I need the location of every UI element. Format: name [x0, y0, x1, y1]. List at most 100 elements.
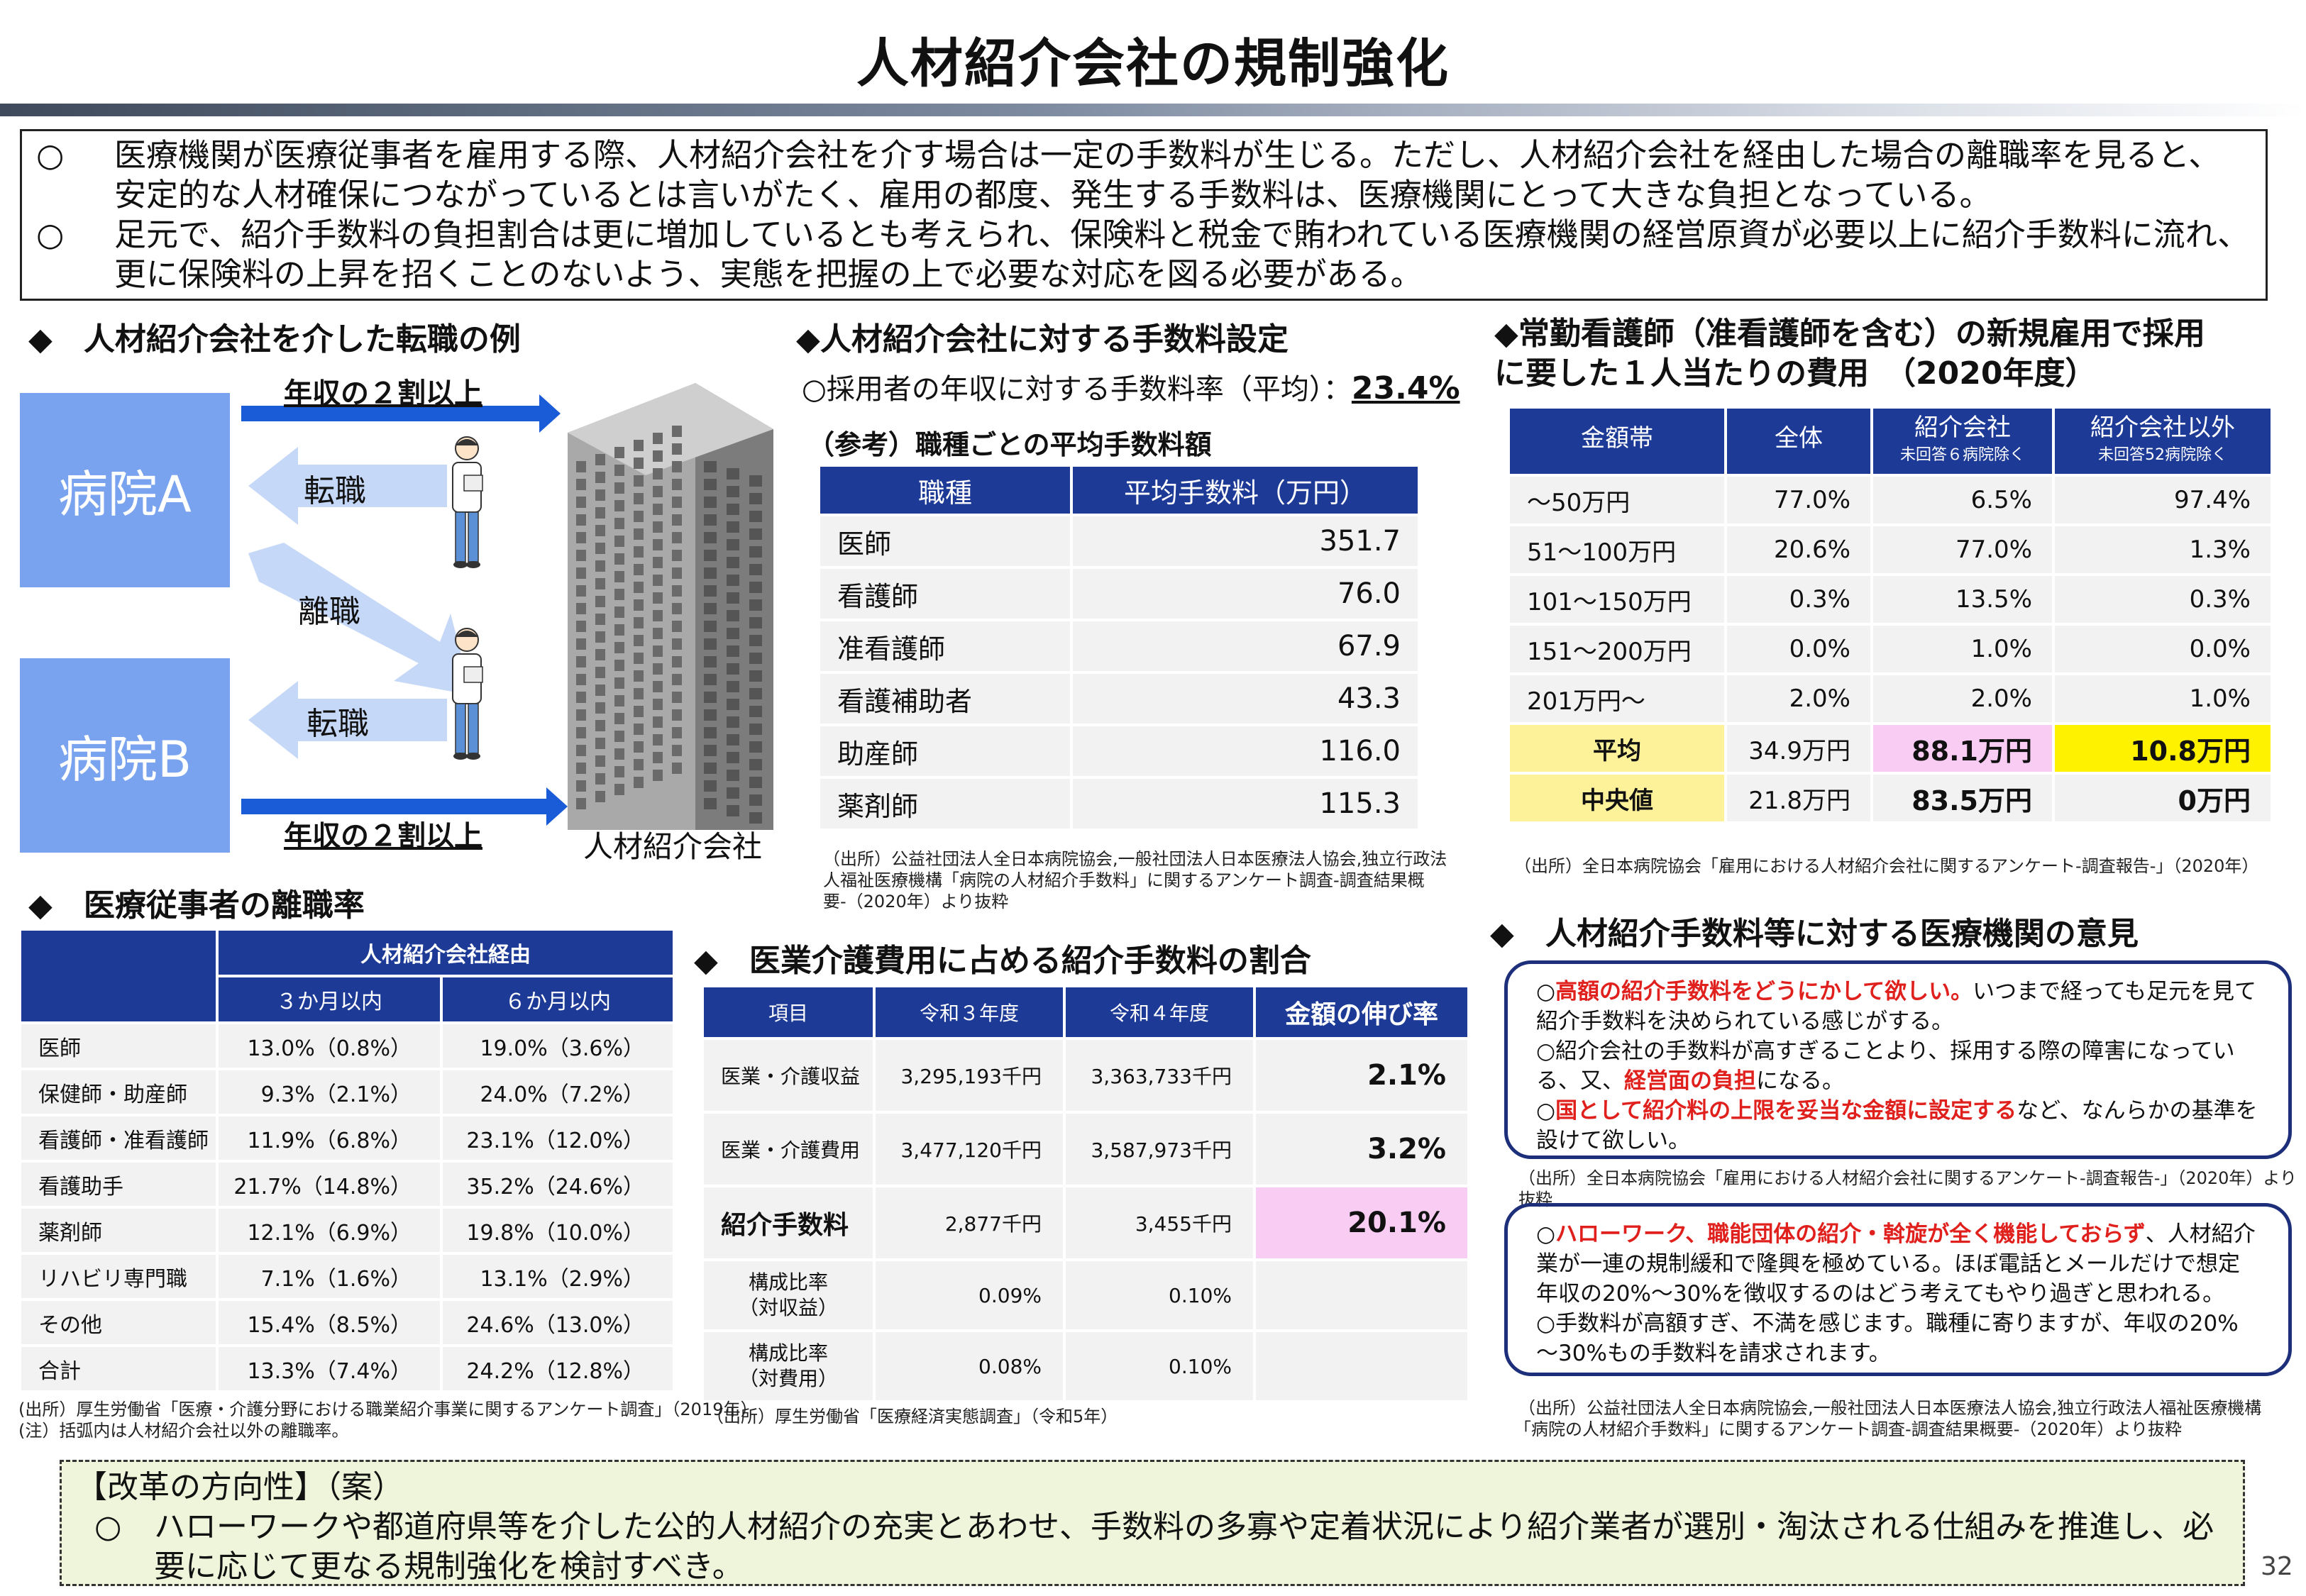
turnover-table: 人材紹介会社経由 ３か月以内 ６か月以内 医師 13.0%（0.8%） 19.0%（… [18, 928, 675, 1393]
turnover-3m-cell: 13.3%（7.4%） [219, 1347, 440, 1390]
building-window [704, 674, 717, 685]
building-window [614, 624, 624, 636]
building-window [595, 631, 605, 643]
turnover-3m-cell: 9.3%（2.1%） [219, 1070, 440, 1114]
nurse-value-cell: 1.3% [2055, 526, 2271, 573]
turnover-6m-cell: 13.1%（2.9%） [443, 1255, 673, 1298]
tenshoku-label-2: 転職 [307, 706, 369, 742]
table-row: その他 15.4%（8.5%） 24.6%（13.0%） [21, 1301, 673, 1344]
building-window [576, 567, 586, 579]
nurse-header-label: 紹介会社以外 [2090, 413, 2235, 442]
table-row: 201万円～ 2.0% 2.0% 1.0% [1510, 675, 2271, 722]
building-window [595, 702, 605, 714]
building-window [727, 486, 739, 497]
turnover-6m-cell: 35.2%（24.6%） [443, 1163, 673, 1206]
building-window [576, 497, 586, 508]
building-window [727, 699, 739, 710]
opinion-item: ○手数料が高額すぎ、不満を感じます。職種に寄りますが、年収の20%～30%もの手… [1536, 1309, 2260, 1368]
building-window [595, 560, 605, 572]
building-window [727, 770, 739, 781]
table-row: 51～100万円 20.6% 77.0% 1.3% [1510, 526, 2271, 573]
building-window [727, 628, 739, 639]
building-window [727, 521, 739, 533]
building-window [634, 670, 644, 682]
fee-rate-line: ○採用者の年収に対する手数料率（平均）：23.4% [802, 366, 1460, 407]
cost-item-cell: 紹介手数料 [704, 1187, 873, 1258]
building-window [653, 752, 663, 763]
table-row: 准看護師 67.9 [820, 621, 1418, 671]
building-window [595, 489, 605, 501]
building-window [576, 479, 586, 490]
cost-r3-cell: 3,477,120千円 [876, 1114, 1063, 1185]
building-window [749, 794, 762, 806]
building-window [749, 812, 762, 824]
opinion-item: ○紹介会社の手数料が高すぎることより、採用する際の障害になっている、又、経営面の… [1536, 1036, 2260, 1096]
cost-growth-cell: 20.1% [1256, 1187, 1467, 1258]
table-row: リハビリ専門職 7.1%（1.6%） 13.1%（2.9%） [21, 1255, 673, 1298]
fee-amount-cell: 351.7 [1073, 516, 1418, 566]
cost-ratio-r3: 0.08% [876, 1332, 1063, 1400]
nurse-header-label: 紹介会社 [1914, 413, 2011, 442]
building-window [634, 759, 644, 770]
building-window [672, 727, 682, 738]
building-window [653, 450, 663, 462]
building-window [749, 475, 762, 487]
building-window [672, 479, 682, 490]
intro-text: 医療機関が医療従事者を雇用する際、人材紹介会社を介す場合は一定の手数料が生じる。… [114, 136, 2221, 214]
turnover-3m-cell: 11.9%（6.8%） [219, 1116, 440, 1160]
table-row: 助産師 116.0 [820, 726, 1418, 776]
building-window [614, 536, 624, 547]
bullet-mark: ○ [1536, 979, 1556, 1004]
cost-growth-cell: 2.1% [1256, 1040, 1467, 1111]
cost-ratio-r4: 0.10% [1066, 1261, 1253, 1329]
building-window [576, 656, 586, 667]
building-window [672, 638, 682, 650]
building-window [595, 755, 605, 767]
cost-ratio-label-line: （対費用） [738, 1367, 838, 1390]
building-window [595, 614, 605, 625]
cost-r4-cell: 3,455千円 [1066, 1187, 1253, 1258]
nurse-range-cell: 51～100万円 [1510, 526, 1724, 573]
building-window [614, 518, 624, 529]
bullet-mark: ○ [1536, 1311, 1556, 1336]
building-window [749, 511, 762, 522]
building-window [614, 606, 624, 618]
building-window [749, 617, 762, 628]
nurse-range-cell: ～50万円 [1510, 477, 1724, 523]
opinion-box-1: ○高額の紹介手数料をどうにかして欲しい。いつまで経っても足元を見て紹介手数料を決… [1504, 960, 2292, 1159]
building-window [704, 780, 717, 792]
table-row: 医師 351.7 [820, 516, 1418, 566]
turnover-3m-cell: 7.1%（1.6%） [219, 1255, 440, 1298]
cost-source: （出所）厚生労働省「医療経済実態調査」（令和5年） [707, 1407, 1118, 1426]
building-window [576, 532, 586, 543]
table-row-ratio: 構成比率 （対費用） 0.08% 0.10% [704, 1332, 1467, 1400]
building-window [614, 447, 624, 458]
building-window [704, 692, 717, 703]
turnover-header-6m: ６か月以内 [443, 977, 673, 1021]
building-window [704, 532, 717, 543]
building-window [749, 493, 762, 504]
nurse-range-cell: 201万円～ [1510, 675, 1724, 722]
table-row: 医業・介護収益 3,295,193千円 3,363,733千円 2.1% [704, 1040, 1467, 1111]
table-row: 151～200万円 0.0% 1.0% 0.0% [1510, 626, 2271, 672]
nurse-median-cell: 83.5万円 [1873, 775, 2052, 821]
building-window [672, 692, 682, 703]
office-building-icon [568, 383, 773, 830]
table-row: 医業・介護費用 3,477,120千円 3,587,973千円 3.2% [704, 1114, 1467, 1185]
building-window [576, 585, 586, 597]
opinion-box-2: ○ハローワーク、職能団体の紹介・斡旋が全く機能しておらず、人材紹介業が一連の規制… [1504, 1203, 2292, 1376]
building-window [749, 724, 762, 735]
building-window [595, 525, 605, 536]
table-row: 101～150万円 0.3% 13.5% 0.3% [1510, 576, 2271, 623]
building-window [634, 546, 644, 558]
building-window [595, 578, 605, 589]
opinions-source-2a: （出所）公益社団法人全日本病院協会,一般社団法人日本医療法人協会,独立行政法人福… [1518, 1398, 2262, 1418]
building-window [653, 592, 663, 604]
opinion-highlight: 国として紹介料の上限を妥当な金額に設定する [1555, 1098, 2017, 1124]
building-window [704, 567, 717, 579]
turnover-6m-cell: 19.0%（3.6%） [443, 1024, 673, 1068]
fee-amount-cell: 115.3 [1073, 779, 1418, 829]
building-window [672, 461, 682, 472]
building-window [595, 596, 605, 607]
hospital-b-box: 病院B [20, 658, 230, 853]
